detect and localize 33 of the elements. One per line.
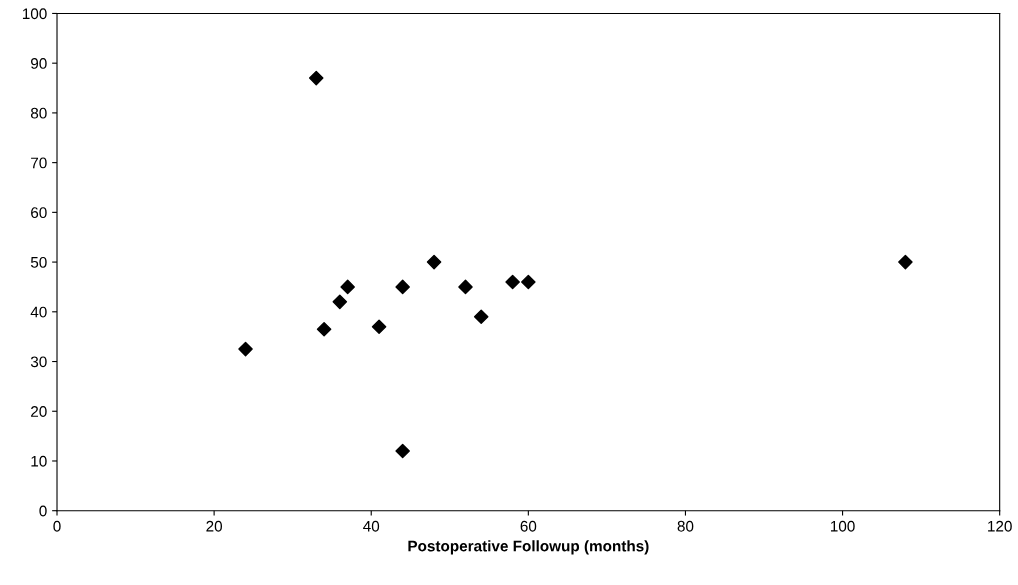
y-tick-label: 50 (30, 256, 47, 268)
y-tick-label: 60 (31, 207, 47, 219)
y-tick-label: 90 (31, 58, 47, 69)
point (395, 279, 410, 295)
x-tick-label: 120 (988, 520, 1012, 532)
point (426, 254, 442, 270)
point (371, 319, 387, 335)
y-tick-label: 80 (30, 107, 47, 119)
y-tick-label: 0 (39, 505, 47, 517)
x-tick-label: 100 (830, 520, 855, 532)
point (332, 294, 348, 310)
point (505, 274, 520, 290)
x-tick-label: 0 (53, 520, 61, 532)
y-tick-label: 10 (31, 455, 47, 467)
x-tick-label: 80 (677, 520, 694, 532)
y-tick-label: 20 (31, 406, 47, 417)
y-tick-label: 40 (30, 306, 47, 318)
x-tick-label: 20 (206, 520, 223, 532)
point (898, 254, 913, 270)
point (458, 279, 473, 295)
point (238, 341, 253, 357)
y-tick-label: 30 (30, 356, 47, 368)
point (308, 70, 324, 86)
point (521, 274, 536, 290)
x-tick-label: 60 (520, 520, 537, 532)
x-tick-label: 40 (363, 520, 380, 532)
point (473, 309, 489, 325)
point (316, 321, 332, 337)
x-axis-title: Postoperative Followup (months) (408, 540, 649, 555)
point (395, 443, 410, 459)
point (340, 279, 355, 295)
y-tick-label: 70 (31, 157, 47, 169)
y-tick-label: 100 (22, 8, 47, 20)
